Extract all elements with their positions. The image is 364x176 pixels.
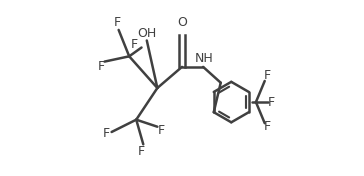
Text: F: F bbox=[138, 145, 145, 158]
Text: F: F bbox=[98, 60, 104, 73]
Text: OH: OH bbox=[137, 27, 157, 40]
Text: F: F bbox=[264, 120, 271, 133]
Text: F: F bbox=[131, 37, 138, 51]
Text: F: F bbox=[103, 127, 110, 140]
Text: O: O bbox=[177, 16, 187, 29]
Text: F: F bbox=[113, 16, 120, 29]
Text: F: F bbox=[157, 124, 165, 137]
Text: F: F bbox=[267, 96, 274, 109]
Text: F: F bbox=[264, 69, 271, 82]
Text: NH: NH bbox=[195, 52, 213, 65]
